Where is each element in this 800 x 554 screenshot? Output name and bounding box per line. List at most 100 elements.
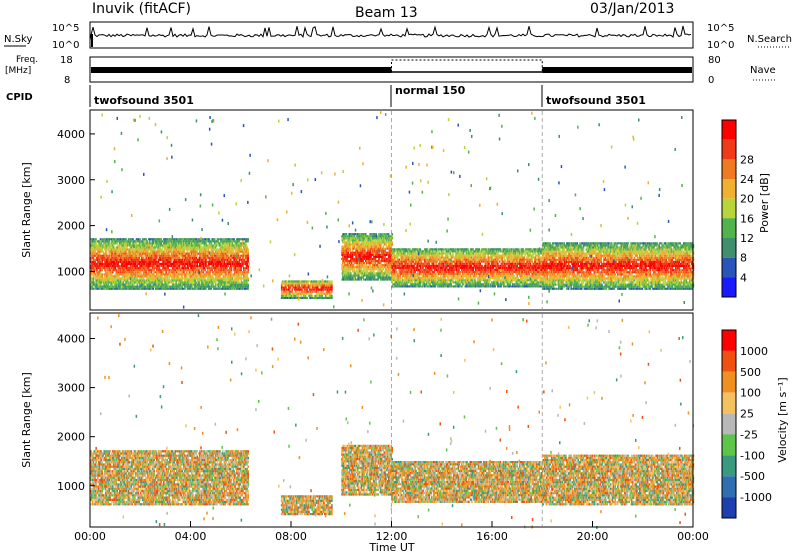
echo-cell: [133, 273, 135, 276]
echo-cell: [120, 250, 123, 253]
echo-cell: [114, 265, 117, 268]
echo-cell: [124, 256, 126, 259]
echo-cell: [92, 277, 95, 280]
echo-cell: [119, 269, 121, 272]
echo-cell: [137, 281, 140, 284]
echo-cell: [178, 273, 181, 276]
echo-cell: [235, 285, 237, 288]
echo-cell: [218, 250, 220, 253]
echo-cell: [192, 273, 194, 276]
echo-cell: [134, 281, 137, 284]
echo-cell: [201, 285, 204, 288]
echo-cell: [162, 252, 164, 255]
echo-cell: [105, 250, 108, 253]
echo-cell: [108, 279, 111, 282]
echo-cell: [139, 254, 141, 257]
echo-cell: [126, 279, 128, 282]
echo-cell: [217, 254, 220, 257]
echo-cell: [154, 279, 156, 282]
echo-cell: [123, 260, 125, 263]
echo-cell: [225, 252, 227, 255]
echo-cell: [156, 250, 159, 253]
echo-cell: [209, 287, 212, 290]
echo-cell: [150, 277, 153, 280]
nsky-panel-frame: [89, 21, 694, 49]
echo-cell: [163, 258, 165, 261]
echo-cell: [157, 287, 160, 290]
echo-cell: [228, 244, 231, 247]
echo-cell: [164, 256, 167, 259]
echo-cell: [282, 296, 285, 299]
echo-cell: [349, 247, 351, 250]
echo-cell: [221, 265, 224, 268]
echo-cell: [159, 273, 162, 276]
echo-cell: [169, 256, 171, 259]
echo-cell: [200, 269, 203, 272]
echo-cell: [379, 245, 382, 248]
echo-cell: [95, 281, 97, 284]
echo-cell: [173, 240, 176, 243]
echo-cell: [247, 277, 249, 280]
echo-cell: [120, 258, 123, 261]
echo-cell: [106, 281, 109, 284]
echo-cell: [296, 296, 299, 299]
echo-cell: [182, 273, 184, 276]
echo-cell: [109, 246, 111, 249]
echo-cell: [219, 273, 221, 276]
echo-cell: [373, 276, 376, 279]
echo-cell: [109, 271, 111, 274]
echo-cell: [170, 246, 172, 249]
echo-cell: [105, 242, 108, 245]
echo-cell: [214, 267, 217, 270]
echo-cell: [191, 246, 193, 249]
echo-cell: [106, 277, 109, 280]
echo-cell: [295, 294, 297, 297]
echo-cell: [362, 247, 364, 250]
echo-cell: [136, 265, 139, 268]
echo-cell: [161, 262, 163, 265]
echo-cell: [141, 287, 144, 290]
echo-cell: [243, 244, 245, 247]
echo-cell: [94, 262, 96, 265]
echo-cell: [211, 269, 213, 272]
echo-cell: [123, 262, 125, 265]
echo-cell: [111, 256, 113, 259]
echo-cell: [113, 265, 116, 268]
echo-cell: [94, 242, 96, 245]
echo-cell: [101, 244, 103, 247]
echo-cell: [128, 275, 131, 278]
echo-cell: [136, 240, 139, 243]
echo-cell: [192, 248, 194, 251]
echo-cell: [176, 244, 178, 247]
echo-cell: [301, 290, 303, 293]
echo-cell: [218, 269, 220, 272]
echo-cell: [104, 252, 106, 255]
echo-cell: [199, 240, 201, 243]
echo-cell: [226, 250, 228, 253]
echo-cell: [199, 252, 202, 255]
echo-cell: [180, 260, 183, 263]
echo-cell: [188, 273, 191, 276]
echo-cell: [221, 279, 223, 282]
echo-cell: [197, 244, 199, 247]
echo-cell: [127, 267, 130, 270]
echo-cell: [299, 282, 301, 285]
echo-cell: [125, 250, 127, 253]
echo-cell: [119, 265, 121, 268]
echo-cell: [220, 246, 222, 249]
echo-cell: [205, 267, 207, 270]
echo-cell: [95, 244, 97, 247]
echo-cell: [134, 279, 137, 282]
echo-cell: [136, 275, 139, 278]
echo-cell: [194, 238, 197, 241]
echo-cell: [194, 273, 197, 276]
echo-cell: [224, 258, 227, 261]
echo-cell: [107, 283, 110, 286]
echo-cell: [115, 269, 118, 272]
echo-cell: [98, 252, 101, 255]
echo-cell: [237, 265, 240, 268]
echo-cell: [162, 269, 164, 272]
echo-cell: [136, 273, 139, 276]
echo-cell: [199, 287, 201, 290]
echo-cell: [175, 279, 177, 282]
